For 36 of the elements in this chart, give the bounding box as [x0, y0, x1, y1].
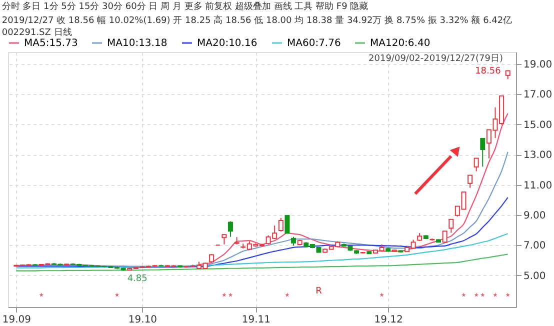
candlestick — [222, 234, 227, 245]
y-tick-label: 15.00 — [524, 120, 552, 131]
legend-label: MA60:7.76 — [287, 38, 341, 49]
line-series — [16, 233, 508, 268]
legend-label: MA20:10.16 — [197, 38, 258, 49]
annotation: 4.85 — [127, 274, 148, 284]
candlestick — [468, 174, 473, 188]
y-tick-label: 5.00 — [524, 270, 546, 282]
candlestick — [448, 218, 454, 234]
y-tick-label: 19.00 — [524, 60, 552, 71]
legend-label: MA5:15.73 — [24, 38, 78, 49]
line-series — [16, 151, 508, 268]
x-tick-label: 19.10 — [128, 314, 158, 326]
x-tick-label: 19.09 — [2, 314, 31, 326]
annotation: 2019/09/02-2019/12/27(79日) — [368, 54, 503, 64]
text: 分时 多日 1分 5分 15分 30分 60分 日 周 月 更多 前复权 超级叠加 画线 工具 帮助 F9 隐藏 — [2, 1, 368, 12]
x-tick-label: 19.12 — [374, 314, 403, 326]
annotation: R — [316, 286, 322, 296]
chart-subtitle: 002291.SZ 日线 — [2, 27, 72, 38]
line-series — [16, 254, 508, 272]
annotation: 18.56 — [475, 66, 502, 77]
y-tick-label: 7.00 — [524, 240, 546, 252]
chart-title: 2019/12/27 收 18.56 幅 10.02%(1.69) 开 18.25 高 18.56 低 18.00 均 18.38 量 34.92万 换 8.75% 振 3.32% 额 6.42亿 — [2, 15, 512, 26]
y-tick-label: 17.00 — [524, 90, 552, 101]
line-series — [16, 196, 508, 268]
candlestick — [480, 138, 486, 168]
legend-label: MA120:6.40 — [370, 38, 430, 49]
legend-label: MA10:13.18 — [107, 38, 168, 49]
y-tick-label: 13.00 — [524, 150, 552, 162]
y-tick-label: 9.00 — [524, 210, 546, 222]
y-tick-label: 11.00 — [524, 180, 552, 192]
candlestick — [284, 215, 290, 234]
candlestick — [278, 217, 284, 232]
candlestick — [474, 158, 479, 172]
x-tick-label: 19.11 — [242, 314, 271, 326]
candlestick — [228, 220, 233, 238]
